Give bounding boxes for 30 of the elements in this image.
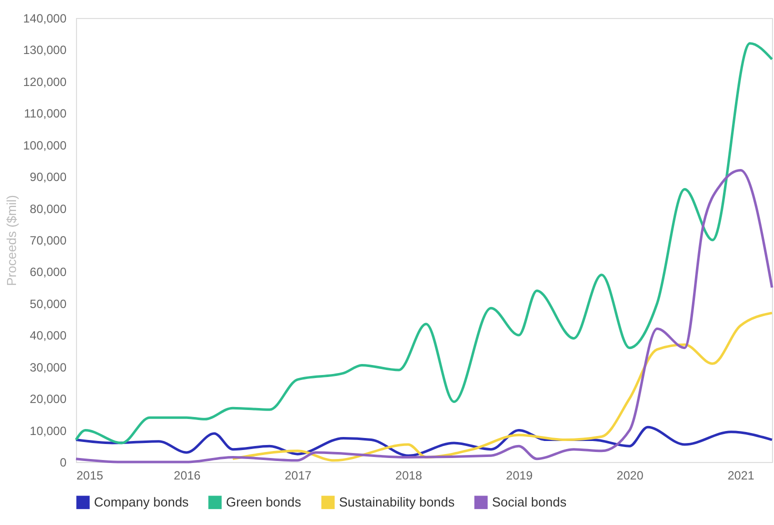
- y-tick-label: 20,000: [30, 392, 67, 406]
- y-tick-label: 30,000: [30, 360, 67, 374]
- y-tick-label: 70,000: [30, 234, 67, 248]
- x-tick-label: 2017: [284, 468, 312, 482]
- x-tick-label: 2015: [76, 468, 104, 482]
- x-tick-label: 2018: [395, 468, 422, 482]
- y-tick-label: 120,000: [23, 74, 67, 89]
- y-tick-label: 100,000: [23, 138, 67, 152]
- y-tick-label: 140,000: [23, 12, 67, 26]
- legend-label: Company bonds: [94, 494, 190, 510]
- legend-label: Social bonds: [492, 494, 567, 510]
- x-tick-label: 2021: [728, 468, 755, 482]
- y-tick-label: 0: [60, 456, 67, 470]
- line-series: [74, 168, 774, 464]
- x-tick-label: 2016: [174, 468, 201, 482]
- y-tick-label: 40,000: [30, 328, 67, 343]
- y-axis-title: Proceeds ($mil): [4, 194, 20, 286]
- y-tick-label: 130,000: [23, 43, 67, 58]
- x-tick-label: 2019: [506, 468, 534, 482]
- legend-label: Sustainability bonds: [339, 494, 456, 510]
- line-series: [231, 312, 774, 462]
- x-tick-label: 2020: [616, 468, 644, 482]
- y-tick-label: 110,000: [24, 106, 67, 121]
- line-series: [74, 42, 774, 444]
- y-tick-label: 80,000: [30, 202, 67, 216]
- y-tick-label: 10,000: [30, 424, 67, 438]
- y-tick-label: 50,000: [30, 296, 67, 311]
- y-tick-label: 90,000: [30, 170, 67, 184]
- legend-label: Green bonds: [226, 494, 302, 510]
- y-tick-label: 60,000: [30, 265, 67, 280]
